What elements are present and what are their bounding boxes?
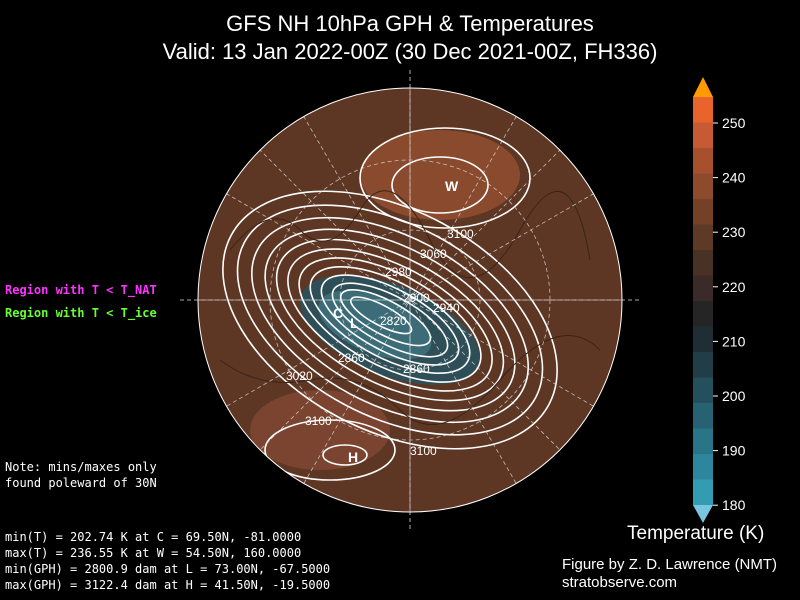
colorbar-segment: [693, 224, 713, 251]
gph-contour: [264, 228, 516, 412]
colorbar-segment: [693, 122, 713, 149]
contour-label: 3100: [447, 227, 474, 241]
colorbar-segment: [693, 403, 713, 429]
chart-title: GFS NH 10hPa GPH & Temperatures: [226, 11, 594, 36]
colorbar-segment: [693, 199, 713, 225]
colorbar-tick-label: 250: [722, 115, 746, 131]
colorbar-min-arrow: [693, 505, 713, 523]
contour-label: 2980: [385, 265, 412, 279]
colorbar-tick-label: 190: [722, 443, 746, 459]
colorbar-segment: [693, 352, 713, 378]
colorbar-segment: [693, 479, 713, 506]
colorbar-segment: [693, 275, 713, 302]
gph-contour: [251, 216, 529, 424]
gph-contour: [222, 190, 558, 450]
colorbar-segment: [693, 97, 713, 123]
meridian: [219, 189, 601, 411]
gph-contour: [298, 257, 482, 383]
stat-line: min(GPH) = 2800.9 dam at L = 73.00N, -67…: [5, 562, 331, 576]
gph-contour-high: [264, 419, 396, 481]
gph-contour-high: [359, 127, 531, 229]
contour-label: 3100: [305, 414, 332, 428]
contour-label: 2820: [380, 314, 407, 328]
colorbar-segment: [693, 250, 713, 276]
stat-line: min(T) = 202.74 K at C = 69.50N, -81.000…: [5, 530, 302, 544]
stat-line: max(T) = 236.55 K at W = 54.50N, 160.000…: [5, 546, 302, 560]
legend-nat: Region with T < T_NAT: [5, 283, 157, 297]
contour-label: 3060: [420, 247, 447, 261]
credit-site: stratobserve.com: [562, 574, 678, 591]
gph-contour: [236, 204, 544, 436]
marker-h: H: [348, 449, 358, 465]
gph-contour: [331, 282, 449, 358]
colorbar-tick-label: 230: [722, 224, 746, 240]
colorbar-tick-label: 200: [722, 388, 746, 404]
contour-label: 3020: [286, 369, 313, 383]
colorbar-tick-label: 210: [722, 333, 746, 349]
gph-contour: [287, 248, 493, 392]
marker-l: L: [350, 315, 359, 331]
contour-label: 3100: [410, 444, 437, 458]
colorbar-tick-label: 240: [722, 170, 746, 186]
coastline: [229, 190, 591, 279]
marker-c: C: [333, 305, 343, 321]
gph-contour: [309, 265, 471, 375]
note-line: found poleward of 30N: [5, 476, 157, 490]
stat-line: max(GPH) = 3122.4 dam at H = 41.50N, -19…: [5, 578, 331, 592]
gph-contour: [275, 238, 505, 402]
colorbar-segment: [693, 148, 713, 174]
colorbar-segment: [693, 326, 713, 353]
chart-subtitle: Valid: 13 Jan 2022-00Z (30 Dec 2021-00Z,…: [162, 39, 658, 64]
cold-vortex-inner: [318, 290, 432, 360]
note-line: Note: mins/maxes only: [5, 460, 157, 474]
gph-contour-high: [391, 156, 489, 214]
gph-contour: [349, 296, 413, 335]
colorbar-label: Temperature (K): [627, 523, 765, 544]
marker-w: W: [445, 178, 459, 194]
colorbar-max-arrow: [693, 77, 713, 97]
colorbar-segment: [693, 173, 713, 200]
gph-contour: [320, 274, 460, 366]
coastline: [219, 335, 601, 425]
colorbar-tick-label: 180: [722, 497, 746, 513]
contour-label: 2940: [433, 301, 460, 315]
contour-label: 2900: [403, 291, 430, 305]
colorbar-segment: [693, 301, 713, 327]
credit-author: Figure by Z. D. Lawrence (NMT): [562, 556, 778, 573]
colorbar-segment: [693, 428, 713, 455]
contour-label: 2860: [403, 362, 430, 376]
contour-label: 2860: [338, 351, 365, 365]
colorbar-tick-label: 220: [722, 279, 746, 295]
legend-ice: Region with T < T_ice: [5, 306, 157, 320]
colorbar-segment: [693, 454, 713, 480]
gph-contour-high: [322, 444, 368, 466]
colorbar-segment: [693, 377, 713, 404]
